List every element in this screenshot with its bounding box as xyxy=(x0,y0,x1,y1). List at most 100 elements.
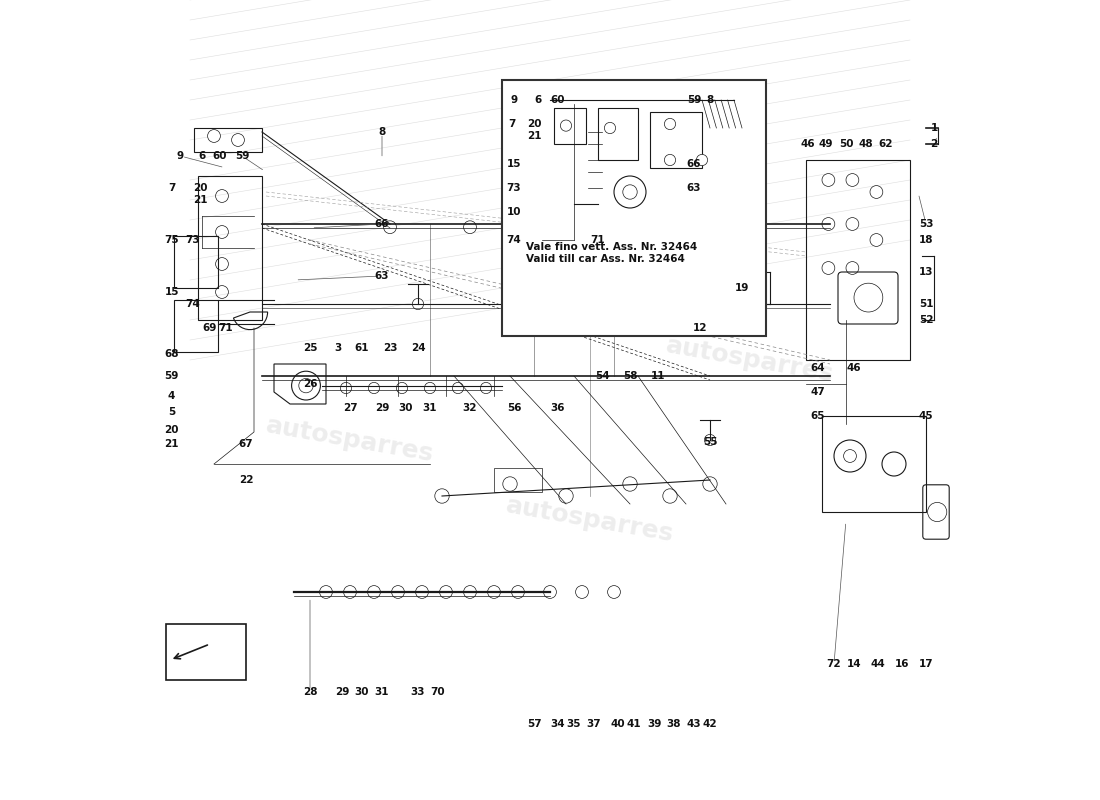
Circle shape xyxy=(870,234,883,246)
Text: 59: 59 xyxy=(686,95,701,105)
Text: 7: 7 xyxy=(508,119,515,129)
Text: 15: 15 xyxy=(164,287,179,297)
Text: 17: 17 xyxy=(918,659,933,669)
Circle shape xyxy=(463,221,476,234)
Text: 60: 60 xyxy=(551,95,565,105)
Text: 56: 56 xyxy=(507,403,521,413)
Circle shape xyxy=(846,174,859,186)
Text: 49: 49 xyxy=(818,139,834,149)
Text: 20: 20 xyxy=(194,183,208,193)
Text: 50: 50 xyxy=(838,139,854,149)
Text: 23: 23 xyxy=(383,343,397,353)
Text: 73: 73 xyxy=(507,183,521,193)
Text: 21: 21 xyxy=(194,195,208,205)
Circle shape xyxy=(232,134,244,146)
Text: 24: 24 xyxy=(410,343,426,353)
Text: 60: 60 xyxy=(212,151,227,161)
Text: 26: 26 xyxy=(302,379,317,389)
Text: 52: 52 xyxy=(918,315,933,325)
Text: 46: 46 xyxy=(847,363,861,373)
Circle shape xyxy=(368,382,379,394)
Text: 28: 28 xyxy=(302,687,317,697)
Circle shape xyxy=(343,586,356,598)
Text: 53: 53 xyxy=(918,219,933,229)
Text: 34: 34 xyxy=(551,719,565,729)
Text: 40: 40 xyxy=(610,719,625,729)
Circle shape xyxy=(512,586,525,598)
Circle shape xyxy=(846,262,859,274)
Text: 27: 27 xyxy=(343,403,358,413)
Text: 37: 37 xyxy=(586,719,602,729)
Circle shape xyxy=(704,434,716,446)
Text: 18: 18 xyxy=(918,235,933,245)
Text: 44: 44 xyxy=(870,659,886,669)
Text: Vale fino vett. Ass. Nr. 32464: Vale fino vett. Ass. Nr. 32464 xyxy=(526,242,697,251)
FancyBboxPatch shape xyxy=(502,80,766,336)
Text: 69: 69 xyxy=(202,323,217,333)
Text: 73: 73 xyxy=(185,235,200,245)
Circle shape xyxy=(543,586,557,598)
Text: 22: 22 xyxy=(239,475,253,485)
Circle shape xyxy=(559,489,573,503)
Text: 30: 30 xyxy=(398,403,414,413)
Circle shape xyxy=(703,477,717,491)
Text: 42: 42 xyxy=(703,719,717,729)
Circle shape xyxy=(846,218,859,230)
Text: 31: 31 xyxy=(375,687,389,697)
Circle shape xyxy=(663,489,678,503)
Text: 65: 65 xyxy=(811,411,825,421)
Text: 11: 11 xyxy=(651,371,666,381)
Text: 59: 59 xyxy=(164,371,179,381)
Text: 15: 15 xyxy=(507,159,521,169)
Text: autosparres: autosparres xyxy=(504,494,675,546)
Text: 33: 33 xyxy=(410,687,426,697)
Text: 29: 29 xyxy=(334,687,349,697)
Text: 67: 67 xyxy=(239,439,253,449)
Circle shape xyxy=(392,586,405,598)
Circle shape xyxy=(412,298,424,310)
Text: 25: 25 xyxy=(302,343,317,353)
Circle shape xyxy=(384,221,396,234)
Circle shape xyxy=(367,586,381,598)
Circle shape xyxy=(416,586,428,598)
Text: 66: 66 xyxy=(375,219,389,229)
Text: 54: 54 xyxy=(595,371,609,381)
Text: Valid till car Ass. Nr. 32464: Valid till car Ass. Nr. 32464 xyxy=(526,254,685,264)
Circle shape xyxy=(870,186,883,198)
Circle shape xyxy=(664,154,675,166)
Text: 35: 35 xyxy=(566,719,581,729)
Circle shape xyxy=(575,586,589,598)
Text: 1: 1 xyxy=(931,123,937,133)
Text: 29: 29 xyxy=(375,403,389,413)
Text: 13: 13 xyxy=(918,267,933,277)
Text: 6: 6 xyxy=(535,95,541,105)
Text: 2: 2 xyxy=(931,139,937,149)
Text: 8: 8 xyxy=(378,127,386,137)
Circle shape xyxy=(822,218,835,230)
Text: 61: 61 xyxy=(354,343,370,353)
Circle shape xyxy=(623,477,637,491)
Text: 9: 9 xyxy=(177,151,184,161)
Circle shape xyxy=(452,382,463,394)
Text: 7: 7 xyxy=(168,183,175,193)
Text: 46: 46 xyxy=(801,139,815,149)
Circle shape xyxy=(604,122,616,134)
Circle shape xyxy=(440,586,452,598)
Text: 31: 31 xyxy=(422,403,438,413)
Text: autosparres: autosparres xyxy=(664,334,836,386)
Text: 16: 16 xyxy=(894,659,910,669)
Circle shape xyxy=(552,298,563,310)
Text: 6: 6 xyxy=(198,151,206,161)
Text: 62: 62 xyxy=(879,139,893,149)
Text: 74: 74 xyxy=(507,235,521,245)
Circle shape xyxy=(396,382,408,394)
Text: 72: 72 xyxy=(827,659,842,669)
Circle shape xyxy=(624,221,637,234)
Text: 41: 41 xyxy=(627,719,641,729)
Text: 68: 68 xyxy=(164,349,179,358)
Text: 74: 74 xyxy=(185,299,200,309)
Text: 38: 38 xyxy=(667,719,681,729)
Circle shape xyxy=(487,586,500,598)
Text: 39: 39 xyxy=(647,719,661,729)
Text: 66: 66 xyxy=(686,159,702,169)
